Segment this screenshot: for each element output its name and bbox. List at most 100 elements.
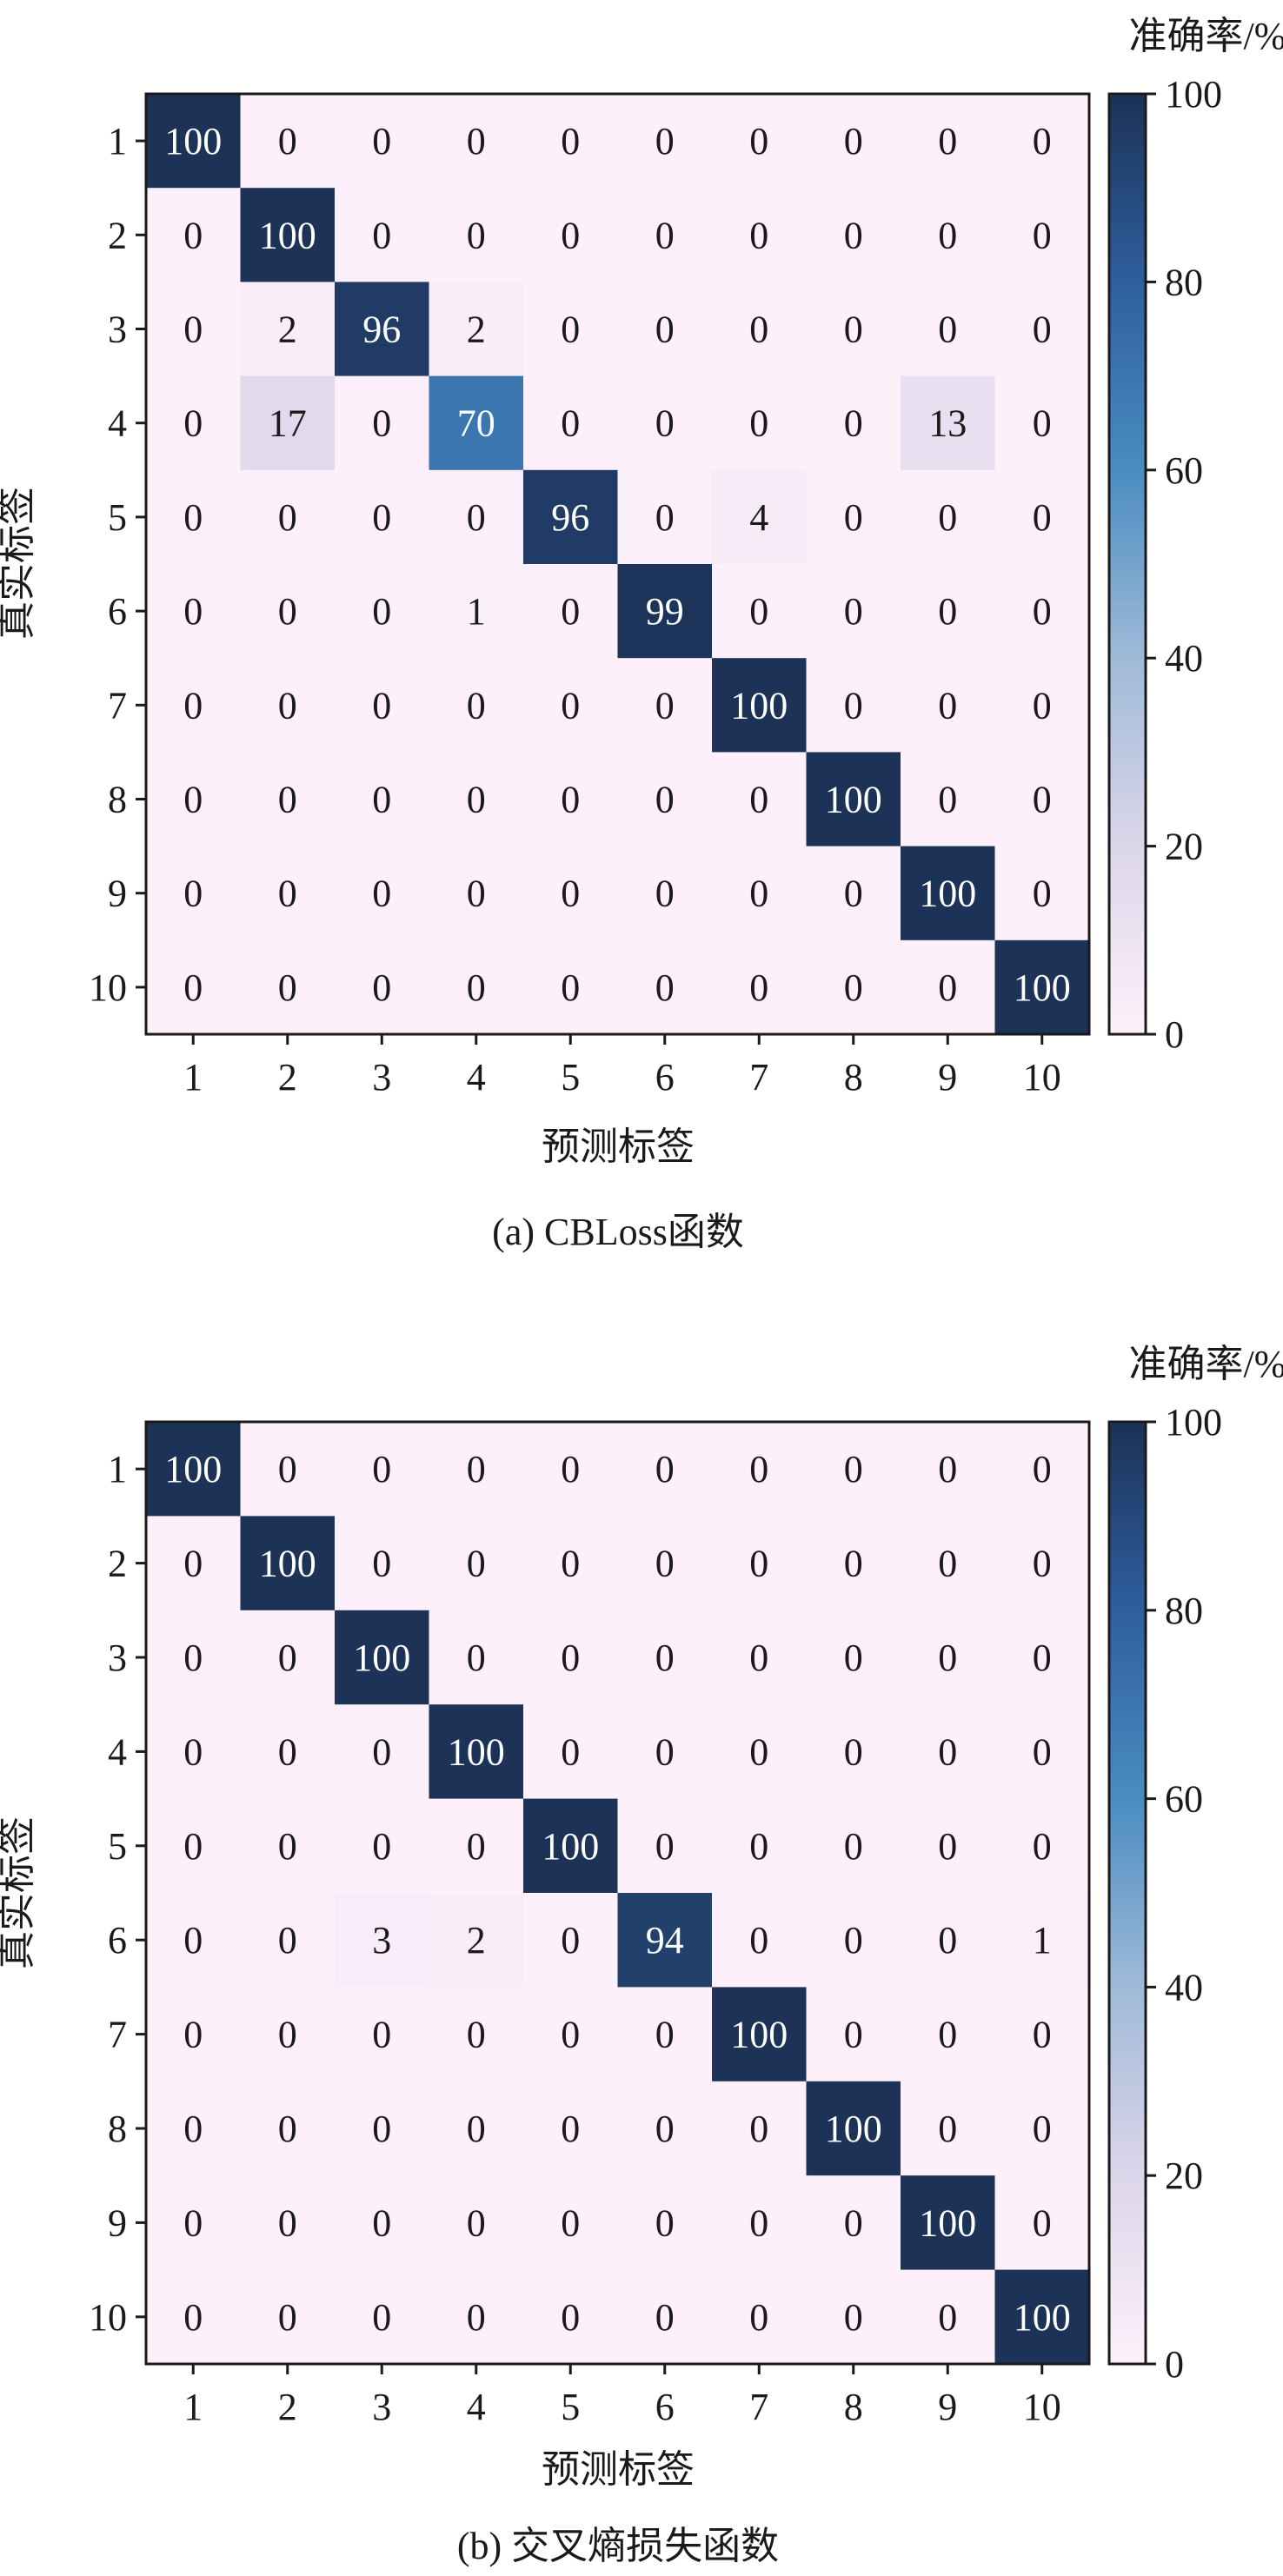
y-tick-label: 7 [108,2014,127,2056]
colorbar-tick-label: 100 [1165,73,1222,116]
heatmap-cell [429,752,524,847]
panel-b-colorbar-bar [1107,1420,1147,2366]
heatmap-cell [335,282,430,377]
heatmap-cell [429,2269,524,2365]
cell-value-label: 0 [183,309,203,351]
heatmap-cell [994,1893,1090,1988]
cell-value-label: 2 [467,309,486,351]
panel-a-y-ticks: 1 2 3 4 5 6 7 8 9 10 [89,120,146,1009]
cell-value-label: 100 [259,214,316,256]
heatmap-cell [712,1704,808,1800]
heatmap-cell [240,1704,336,1800]
cell-value-label: 0 [183,2296,203,2339]
heatmap-cell [146,1893,242,1988]
heatmap-cell [523,2175,619,2271]
y-tick-label: 6 [108,590,127,633]
cell-value-label: 0 [844,2296,863,2339]
cell-value-label: 100 [919,873,976,915]
x-tick-label: 8 [844,1056,863,1099]
heatmap-cell [901,375,996,471]
heatmap-cell [712,1893,808,1988]
colorbar-tick-label: 0 [1165,1013,1184,1056]
panel-b-plot-frame [144,1420,1091,2366]
heatmap-cell [617,282,713,377]
cell-value-label: 0 [183,590,203,633]
heatmap-cell [523,1516,619,1611]
cell-value-label: 0 [749,1637,768,1679]
x-tick-label: 2 [278,1056,297,1099]
y-tick-label: 6 [108,1919,127,1962]
cell-value-label: 100 [164,120,222,163]
cell-value-label: 0 [655,684,675,727]
heatmap-cell [901,1987,996,2082]
heatmap-cell [335,564,430,659]
heatmap-cell [806,846,901,941]
cell-value-label: 0 [183,2014,203,2056]
heatmap-cell [335,469,430,565]
cell-value-label: 0 [655,120,675,163]
heatmap-cell [146,375,242,471]
cell-value-label: 0 [372,2296,391,2339]
cell-value-label: 0 [1033,1448,1052,1490]
cell-value-label: 3 [372,1919,391,1962]
heatmap-cell [240,2175,336,2271]
heatmap-cell [240,1516,336,1611]
cell-value-label: 100 [730,2014,788,2056]
cell-value-label: 0 [749,1730,768,1773]
cell-value-label: 0 [655,966,675,1009]
cell-value-label: 0 [278,496,297,539]
cell-value-label: 0 [844,590,863,633]
cell-value-label: 0 [844,1543,863,1585]
cell-value-label: 0 [467,1637,486,1679]
cell-value-label: 0 [561,2296,580,2339]
heatmap-cell [146,2175,242,2271]
heatmap-cell [806,2175,901,2271]
heatmap-cell [429,469,524,565]
cell-value-label: 96 [362,309,401,351]
cell-value-label: 0 [372,2201,391,2244]
cell-value-label: 0 [749,2296,768,2339]
colorbar-tick-label: 40 [1165,637,1203,680]
heatmap-cell [901,188,996,282]
heatmap-cell [429,2175,524,2271]
heatmap-cell [617,2269,713,2365]
cell-value-label: 0 [1033,496,1052,539]
cell-value-label: 99 [646,590,684,633]
cell-value-label: 0 [749,2201,768,2244]
heatmap-cell [712,1798,808,1894]
cell-value-label: 0 [372,779,391,821]
heatmap-cell [806,1798,901,1894]
heatmap-cell [806,94,901,189]
cell-value-label: 0 [372,402,391,445]
cell-value-label: 0 [655,1543,675,1585]
heatmap-cell [335,1893,430,1988]
heatmap-cell [712,1516,808,1611]
cell-value-label: 0 [655,214,675,256]
heatmap-cell [429,939,524,1035]
cell-value-label: 0 [467,2296,486,2339]
x-tick-label: 3 [372,1056,391,1099]
cell-value-label: 0 [467,1543,486,1585]
heatmap-cell [994,375,1090,471]
heatmap-cell [240,658,336,753]
cell-value-label: 0 [1033,873,1052,915]
cell-value-label: 0 [183,1825,203,1868]
cell-value-label: 100 [919,2201,976,2244]
y-tick-label: 3 [108,1637,127,1679]
panel-a-colorbar-bar [1107,92,1147,1036]
cell-value-label: 0 [655,402,675,445]
colorbar-tick-label: 100 [1165,1401,1222,1444]
x-tick-label: 1 [183,2386,203,2428]
heatmap-cell [429,1893,524,1988]
heatmap-cell [429,2081,524,2176]
heatmap-cell [712,469,808,565]
cell-value-label: 0 [938,2108,957,2150]
cell-value-label: 0 [278,1637,297,1679]
cell-value-label: 0 [467,966,486,1009]
panel-b-heatmap: 100 0 0 0 0 0 0 0 0 00 100 0 0 0 0 0 0 0 00 0 100 0 0 0 0 0 0 00 0 0 1… [146,1422,1090,2365]
panel-a-ylabel: 真实标签 [0,487,38,640]
cell-value-label: 0 [561,402,580,445]
heatmap-cell [806,2081,901,2176]
heatmap-cell [617,939,713,1035]
cell-value-label: 0 [183,402,203,445]
